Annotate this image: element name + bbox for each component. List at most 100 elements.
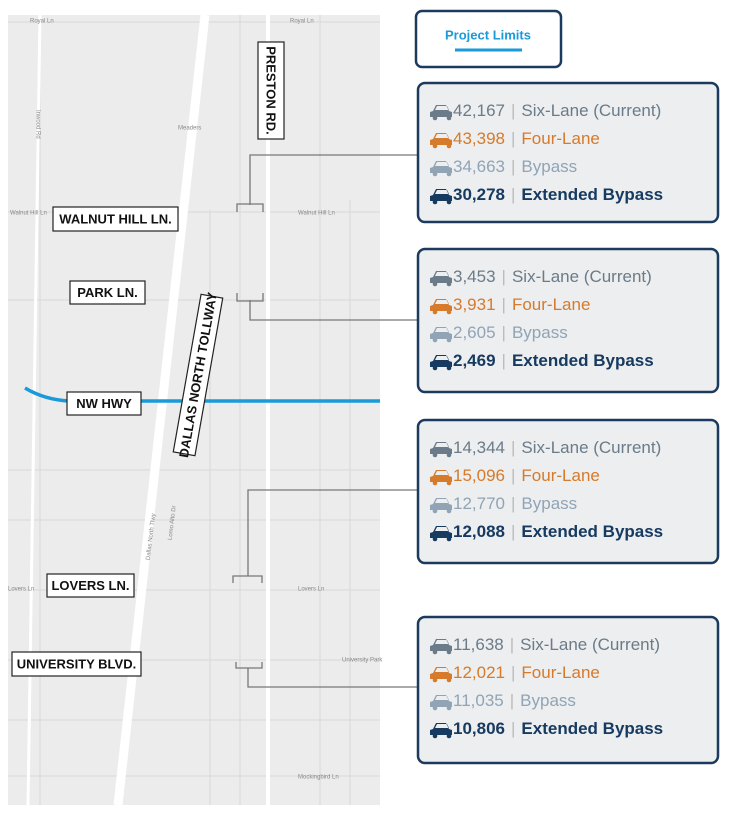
- traffic-count: 43,398: [453, 129, 505, 148]
- traffic-label: Four-Lane: [512, 295, 590, 314]
- traffic-row: 12,021 | Four-Lane: [453, 663, 600, 682]
- row-divider: |: [502, 323, 506, 342]
- car-wheel: [446, 309, 452, 315]
- street-name: LOVERS LN.: [51, 578, 129, 593]
- car-icon: [430, 526, 452, 538]
- traffic-count: 30,278: [453, 185, 505, 204]
- traffic-label: Bypass: [521, 494, 577, 513]
- box-frame: [416, 418, 720, 565]
- car-icon: [430, 327, 452, 339]
- traffic-row: 43,398 | Four-Lane: [453, 129, 600, 148]
- car-icon: [430, 667, 452, 679]
- street-label: PARK LN.: [69, 280, 146, 305]
- car-wheel: [432, 649, 438, 655]
- traffic-row: 30,278 | Extended Bypass: [453, 185, 663, 204]
- row-divider: |: [510, 691, 514, 710]
- car-icon: [430, 189, 452, 201]
- traffic-label: Bypass: [520, 691, 576, 710]
- map-label: Walnut Hill Ln: [298, 211, 335, 217]
- car-wheel: [432, 281, 438, 287]
- car-icon: [430, 639, 452, 651]
- traffic-label: Extended Bypass: [512, 351, 654, 370]
- boxes: 42,167 | Six-Lane (Current) 43,398 | Four-Lan…: [416, 81, 720, 765]
- traffic-row: 12,088 | Extended Bypass: [453, 522, 663, 541]
- car-icon: [430, 271, 452, 283]
- traffic-row: 2,605 | Bypass: [453, 323, 568, 342]
- car-wheel: [432, 536, 438, 542]
- traffic-count: 2,469: [453, 351, 496, 370]
- car-icon: [430, 470, 452, 482]
- traffic-count: 3,931: [453, 295, 496, 314]
- row-divider: |: [510, 635, 514, 654]
- map-label: Royal Ln: [30, 19, 54, 25]
- car-wheel: [446, 281, 452, 287]
- street-labels: PRESTON RD. WALNUT HILL LN. PARK LN. NW HWY…: [11, 41, 285, 677]
- car-wheel: [432, 508, 438, 514]
- traffic-label: Extended Bypass: [521, 522, 663, 541]
- traffic-count: 12,770: [453, 494, 505, 513]
- traffic-row: 42,167 | Six-Lane (Current): [453, 101, 661, 120]
- traffic-count: 14,344: [453, 438, 505, 457]
- car-wheel: [432, 480, 438, 486]
- traffic-row: 3,453 | Six-Lane (Current): [453, 267, 652, 286]
- map-label: Royal Ln: [290, 19, 314, 25]
- street-box: [52, 206, 179, 232]
- street-name: PRESTON RD.: [264, 46, 279, 135]
- car-wheel: [446, 536, 452, 542]
- row-divider: |: [511, 101, 515, 120]
- street-box: [69, 280, 146, 305]
- car-wheel: [446, 677, 452, 683]
- row-divider: |: [511, 719, 515, 738]
- row-divider: |: [502, 351, 506, 370]
- car-icon: [430, 498, 452, 510]
- car-wheel: [446, 508, 452, 514]
- box-frame: [416, 247, 720, 394]
- traffic-label: Six-Lane (Current): [521, 438, 661, 457]
- car-icon: [430, 442, 452, 454]
- traffic-count: 12,088: [453, 522, 505, 541]
- car-wheel: [432, 677, 438, 683]
- car-icon: [430, 105, 452, 117]
- traffic-row: 34,663 | Bypass: [453, 157, 577, 176]
- traffic-row: 12,770 | Bypass: [453, 494, 577, 513]
- traffic-label: Six-Lane (Current): [521, 101, 661, 120]
- traffic-label: Four-Lane: [521, 129, 599, 148]
- car-wheel: [432, 705, 438, 711]
- traffic-count: 10,806: [453, 719, 505, 738]
- street-box: [11, 651, 142, 677]
- traffic-row: 14,344 | Six-Lane (Current): [453, 438, 661, 457]
- row-divider: |: [511, 466, 515, 485]
- car-icon: [430, 133, 452, 145]
- car-wheel: [446, 733, 452, 739]
- traffic-label: Bypass: [512, 323, 568, 342]
- traffic-row: 15,096 | Four-Lane: [453, 466, 600, 485]
- map-label: Lomo Alto Dr: [168, 505, 178, 540]
- car-wheel: [432, 171, 438, 177]
- traffic-count: 42,167: [453, 101, 505, 120]
- map-label: Lovers Ln: [8, 587, 34, 593]
- traffic-count: 12,021: [453, 663, 505, 682]
- box-frame: [416, 81, 720, 224]
- car-icon: [430, 723, 452, 735]
- traffic-label: Extended Bypass: [521, 185, 663, 204]
- street-label: LOVERS LN.: [46, 573, 135, 598]
- car-wheel: [446, 199, 452, 205]
- map-label: Dallas North Tlwy: [146, 513, 158, 560]
- row-divider: |: [511, 185, 515, 204]
- traffic-row: 11,638 | Six-Lane (Current): [453, 635, 660, 654]
- traffic-label: Six-Lane (Current): [512, 267, 652, 286]
- car-wheel: [446, 452, 452, 458]
- legend-title: Project Limits: [445, 27, 531, 42]
- map-label: Walnut Hill Ln: [10, 211, 47, 217]
- street-box: [257, 41, 285, 140]
- traffic-row: 2,469 | Extended Bypass: [453, 351, 654, 370]
- car-wheel: [446, 649, 452, 655]
- traffic-count: 34,663: [453, 157, 505, 176]
- street-label: WALNUT HILL LN.: [52, 206, 179, 232]
- car-wheel: [446, 143, 452, 149]
- legend-box: [414, 9, 563, 69]
- street-box: [46, 573, 135, 598]
- car-wheel: [432, 337, 438, 343]
- traffic-row: 10,806 | Extended Bypass: [453, 719, 663, 738]
